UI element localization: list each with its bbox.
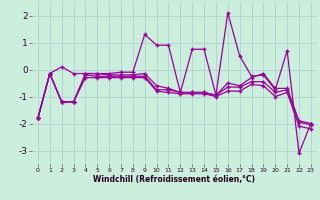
X-axis label: Windchill (Refroidissement éolien,°C): Windchill (Refroidissement éolien,°C) <box>93 175 255 184</box>
